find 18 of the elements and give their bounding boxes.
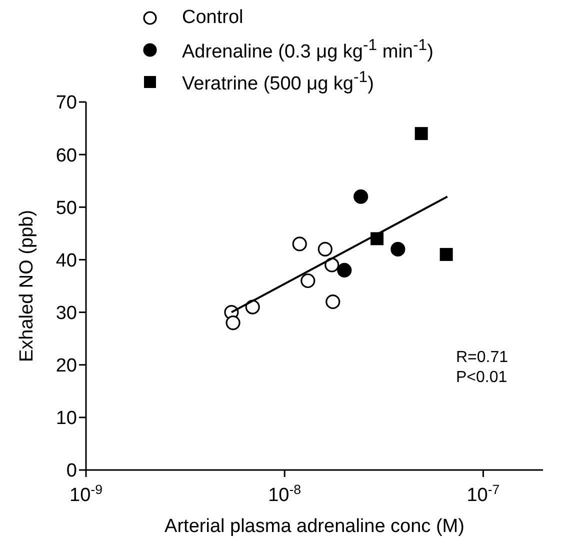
x-tick-label: 10$^{-9}$ [70, 482, 102, 506]
annotation: P<0.01 [456, 368, 508, 388]
annotation: R=0.71 [456, 348, 508, 368]
y-tick-label: 10 [56, 408, 77, 430]
y-tick-label: 0 [66, 460, 77, 482]
legend-label: Adrenaline (0.3 μg kg$^{-1}$ min$^{-1}$) [182, 36, 434, 64]
y-axis-title: Exhaled NO (ppb) [16, 210, 38, 362]
y-tick-label: 20 [56, 356, 77, 377]
y-tick-label: 40 [56, 250, 77, 272]
y-tick-label: 60 [56, 145, 77, 166]
legend-label: Control [182, 7, 244, 29]
x-axis-title: Arterial plasma adrenaline conc (M) [164, 516, 464, 537]
x-tick-label: 10$^{-8}$ [268, 482, 302, 506]
y-tick-label: 50 [56, 198, 77, 219]
legend-label: Veratrine (500 μg kg$^{-1}$) [182, 68, 374, 96]
y-tick-label: 30 [56, 303, 77, 324]
x-tick-label: 10$^{-7}$ [466, 482, 500, 506]
y-tick-label: 70 [56, 92, 77, 114]
